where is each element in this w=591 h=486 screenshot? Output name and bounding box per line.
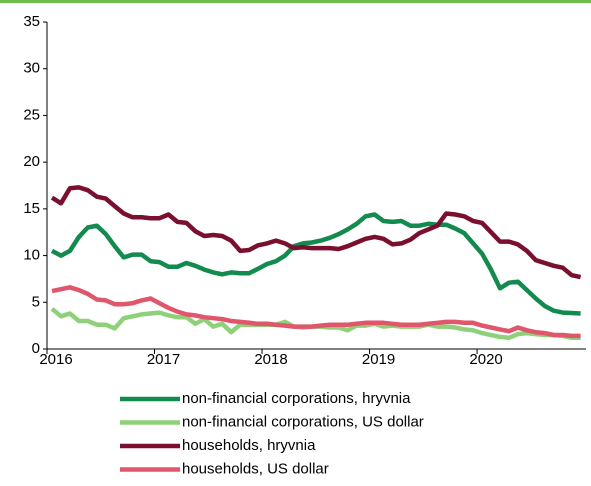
y-tick-label: 0 (32, 340, 40, 357)
y-tick-label: 10 (23, 247, 40, 264)
y-tick-label: 25 (23, 106, 40, 123)
y-tick-label: 15 (23, 200, 40, 217)
legend-label: households, US dollar (182, 460, 329, 477)
x-tick-label: 2019 (362, 351, 395, 368)
y-tick-label: 5 (32, 293, 40, 310)
legend-label: non-financial corporations, hryvnia (182, 390, 411, 407)
series-line (50, 307, 581, 341)
x-tick-label: 2018 (254, 351, 287, 368)
x-tick-label: 2016 (39, 351, 72, 368)
legend-label: non-financial corporations, US dollar (182, 413, 424, 430)
series-line (50, 185, 582, 280)
y-tick-label: 20 (23, 153, 40, 170)
series-line (50, 212, 581, 316)
x-tick-label: 2020 (469, 351, 502, 368)
y-tick-label: 30 (23, 60, 40, 77)
top-band (0, 0, 591, 3)
y-tick-label: 35 (23, 13, 40, 30)
x-tick-label: 2017 (147, 351, 180, 368)
legend-label: households, hryvnia (182, 437, 316, 454)
series-line (51, 285, 581, 339)
